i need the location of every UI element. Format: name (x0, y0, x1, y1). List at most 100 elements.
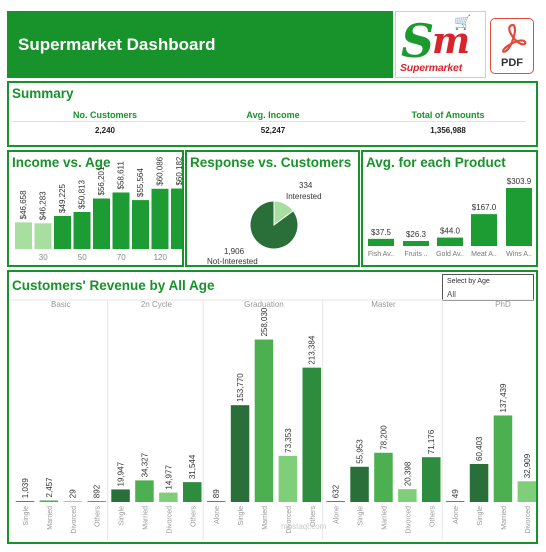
avg-product-chart: $37.5 Fish Av.. $26.3 Fruits .. $44.0 Gold Av… (368, 177, 532, 258)
income-x-tick: 70 (117, 253, 126, 262)
revenue-bar-label: 49 (451, 489, 460, 498)
revenue-category-label: Alone (214, 506, 221, 524)
revenue-bar (15, 501, 35, 502)
revenue-bar (87, 501, 106, 502)
revenue-bar (159, 492, 178, 502)
revenue-bar (278, 455, 298, 502)
income-bar-label: $60,086 (156, 156, 165, 185)
income-bar-label: $46,658 (19, 190, 28, 219)
kpi-total-label: Total of Amounts (411, 110, 485, 120)
product-bar-label: $167.0 (472, 203, 497, 212)
revenue-bar (374, 452, 393, 502)
income-vs-age-chart: $46,658 $46,283 $49,225 $50,813 $56,201 $58,6… (15, 156, 182, 262)
revenue-category-label: Divorced (405, 506, 412, 534)
revenue-category-label: Single (358, 506, 365, 526)
kpi-customers-value: 2,240 (94, 126, 116, 135)
revenue-bar (326, 501, 345, 502)
product-category-label: Meat A.. (471, 251, 497, 258)
revenue-group-label: Basic (51, 300, 71, 309)
kpi-income-label: Avg. Income (246, 110, 300, 120)
revenue-bar-label: 29 (69, 489, 78, 498)
revenue-group-label: PhD (495, 300, 511, 309)
logo-letter-m: m (432, 20, 471, 62)
revenue-bar-label: 153,770 (236, 373, 245, 402)
revenue-bar-chart: Basic 1,039 Single 2,457 Married 29 Divorced 89… (11, 299, 536, 540)
product-category-label: Fish Av.. (368, 251, 394, 258)
revenue-bar-label: 73,353 (284, 428, 293, 453)
income-bar-label: $50,813 (78, 179, 87, 208)
kpi-total-value: 1,356,988 (430, 126, 466, 135)
supermarket-logo: S m 🛒 Supermarket (395, 11, 486, 78)
revenue-bar-label: 60,403 (475, 436, 484, 461)
revenue-category-label: Others (310, 506, 317, 528)
revenue-bar-label: 78,200 (379, 425, 388, 450)
product-category-label: Wins A.. (506, 251, 532, 258)
income-bar (15, 222, 32, 249)
income-bar (151, 188, 169, 249)
revenue-bar-label: 213,384 (308, 335, 317, 364)
revenue-category-label: Others (190, 506, 197, 528)
revenue-category-label: Married (47, 506, 54, 530)
income-bar (112, 192, 130, 249)
revenue-category-label: Divorced (286, 506, 293, 534)
logo-text: Supermarket (400, 62, 462, 74)
pdf-icon (502, 23, 527, 53)
revenue-bar-label: 258,030 (260, 307, 269, 336)
revenue-category-label: Single (238, 506, 245, 526)
revenue-bar (469, 463, 489, 502)
income-bar (34, 223, 52, 249)
summary-title: Summary (12, 86, 74, 101)
product-bar (368, 238, 394, 246)
revenue-bar-label: 14,977 (164, 465, 173, 490)
income-bar-label: $46,283 (39, 191, 48, 220)
product-bar-label: $26.3 (406, 230, 427, 239)
product-bar-label: $37.5 (371, 228, 392, 237)
page-title: Supermarket Dashboard (18, 35, 216, 54)
age-select-value: All (447, 290, 456, 299)
revenue-category-label: Alone (334, 506, 341, 524)
revenue-bar (111, 489, 130, 502)
income-bar-label: $49,225 (58, 183, 67, 212)
avg-product-panel: Avg. for each Product $37.5 Fish Av.. $26.… (361, 150, 538, 267)
response-vs-customers-panel: Response vs. Customers 334 Interested 1,90… (185, 150, 360, 267)
product-bar-label: $44.0 (440, 227, 461, 236)
watermark: mostaql.com (281, 522, 327, 531)
income-bar (73, 211, 91, 249)
revenue-bar-label: 32,909 (523, 453, 532, 478)
revenue-bar-label: 137,439 (499, 383, 508, 412)
revenue-group-label: 2n Cycle (141, 300, 173, 309)
revenue-bar (206, 501, 226, 502)
pie-label-interested-name: Interested (286, 192, 322, 201)
revenue-bar (445, 501, 465, 502)
income-bar (54, 215, 71, 249)
revenue-bar (422, 457, 441, 502)
revenue-bar-label: 2,457 (45, 477, 54, 498)
revenue-category-label: Divorced (525, 506, 532, 534)
summary-panel: Summary No. Customers Avg. Income Total … (7, 81, 538, 147)
age-select-label: Select by Age (447, 278, 490, 285)
revenue-category-label: Married (381, 506, 388, 530)
revenue-bar-label: 89 (212, 489, 221, 498)
revenue-category-label: Others (429, 506, 436, 528)
income-bar (93, 198, 110, 249)
dashboard-header: Supermarket Dashboard (7, 11, 393, 78)
pdf-export-button[interactable]: PDF (490, 18, 534, 74)
revenue-bar-label: 34,327 (140, 452, 149, 477)
shopping-cart-icon: 🛒 (454, 14, 472, 30)
income-bar-label: $60,182 (175, 156, 182, 185)
revenue-bar (254, 339, 274, 502)
product-category-label: Fruits .. (404, 251, 427, 258)
revenue-bar-label: 31,544 (188, 454, 197, 479)
revenue-bar (302, 367, 321, 502)
revenue-bar (39, 500, 59, 502)
income-x-tick: 30 (39, 253, 48, 262)
kpi-income-value: 52,247 (260, 126, 286, 135)
pie-label-interested-value: 334 (299, 181, 313, 190)
income-x-tick: 120 (154, 253, 168, 262)
product-bar (437, 237, 463, 246)
revenue-bar-label: 55,953 (356, 439, 365, 464)
revenue-category-label: Others (95, 506, 102, 528)
revenue-category-label: Married (142, 506, 149, 530)
income-bar-label: $55,564 (136, 168, 145, 197)
revenue-bar-label: 71,176 (427, 429, 436, 454)
